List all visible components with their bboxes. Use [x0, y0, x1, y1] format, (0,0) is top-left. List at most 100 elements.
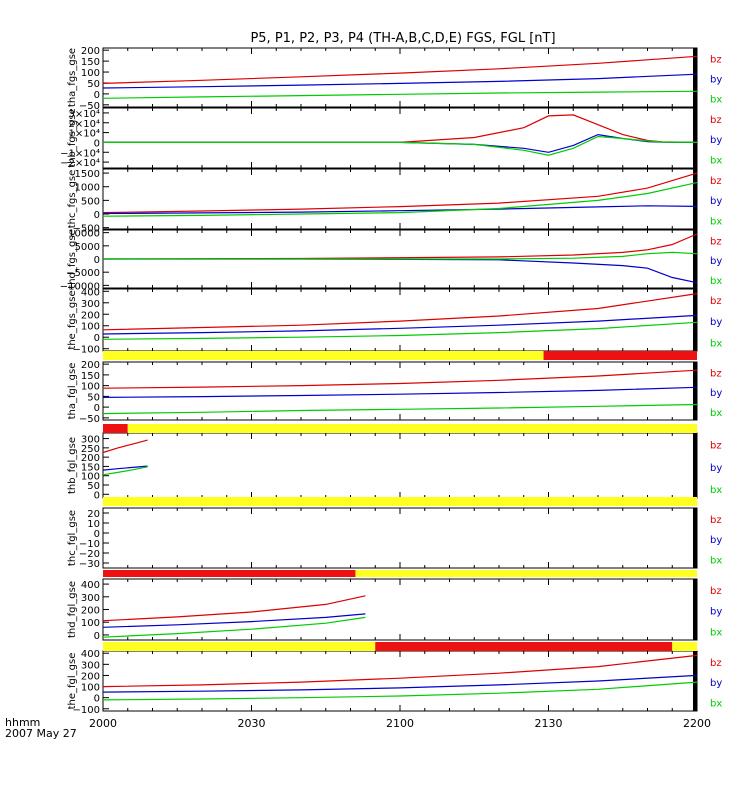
legend-bx: bx: [710, 338, 722, 349]
legend-bx: bx: [710, 408, 722, 419]
y-tick-label: 2×10⁴: [69, 119, 100, 130]
y-tick-label: 500: [81, 196, 100, 207]
status-bar-segment: [103, 570, 356, 577]
legend-by: by: [710, 607, 722, 618]
y-tick-label: 400: [81, 649, 100, 660]
y-tick-label: −30: [79, 559, 100, 570]
series-line-by: [102, 465, 148, 471]
status-bar: [103, 497, 697, 506]
y-tick-label: −1×10⁴: [60, 148, 100, 159]
panel-frame: [102, 507, 698, 569]
x-tick-label: 2030: [238, 717, 266, 730]
legend-bz: bz: [710, 441, 722, 452]
panel-edge-marks: [693, 169, 697, 229]
y-tick-label: 100: [81, 382, 100, 393]
y-tick-label: 250: [81, 444, 100, 455]
status-bar-segment: [103, 497, 697, 506]
legend-bz: bz: [710, 658, 722, 669]
y-tick-label: 300: [81, 593, 100, 604]
series-line-bz: [102, 595, 366, 622]
series-line-by: [102, 674, 698, 693]
y-tick-label: −10: [79, 539, 100, 550]
y-tick-label: 200: [81, 671, 100, 682]
series-line-bz: [102, 172, 698, 214]
series-line-bx: [102, 681, 698, 701]
status-bar-segment: [375, 642, 673, 651]
y-tick-label: 0: [94, 90, 100, 101]
legend-bz: bz: [710, 515, 722, 526]
panel-frame: [102, 107, 698, 169]
panel-edge-marks: [693, 508, 697, 568]
panel-edge-marks: [693, 362, 697, 420]
series-line-bz: [102, 654, 698, 688]
panel-edge-marks: [693, 651, 697, 711]
series-line-by: [102, 386, 698, 398]
series-line-bz: [102, 293, 698, 331]
panel-edge-marks: [693, 230, 697, 288]
legend-bz: bz: [710, 236, 722, 247]
legend-bx: bx: [710, 485, 722, 496]
status-bars: [103, 351, 697, 651]
x-tick-label: 2100: [386, 717, 414, 730]
status-bar: [103, 570, 697, 577]
legend-bx: bx: [710, 627, 722, 638]
y-tick-label: −2×10⁴: [60, 158, 100, 169]
status-bar: [103, 351, 697, 360]
panel-ylabel: thd_fgl_gse: [67, 581, 78, 638]
legend-bz: bz: [710, 586, 722, 597]
y-tick-label: 10: [87, 519, 100, 530]
legend-bz: bz: [710, 296, 722, 307]
y-tick-label: 100: [81, 618, 100, 629]
y-tick-label: 50: [87, 392, 100, 403]
series-line-by: [102, 205, 698, 215]
y-tick-label: −500: [73, 224, 100, 235]
y-tick-label: 150: [81, 462, 100, 473]
panel-edge-marks: [693, 579, 697, 640]
y-tick-label: 20: [87, 509, 100, 520]
series-line-bz: [102, 369, 698, 389]
legend-bz: bz: [710, 115, 722, 126]
x-tick-label: 2000: [89, 717, 117, 730]
series-line-bx: [103, 251, 698, 260]
panel-ylabel: thc_fgl_gse: [67, 510, 78, 566]
x-tick-label: 2200: [683, 717, 711, 730]
y-tick-label: 300: [81, 435, 100, 446]
y-tick-label: 0: [94, 631, 100, 642]
panel-edge-marks: [693, 433, 697, 498]
status-bar-segment: [103, 424, 128, 433]
y-tick-label: 200: [81, 453, 100, 464]
y-tick-label: −20: [79, 549, 100, 560]
y-tick-label: 150: [81, 57, 100, 68]
y-tick-label: 300: [81, 299, 100, 310]
status-bar-segment: [355, 570, 697, 577]
status-bar-segment: [672, 642, 697, 651]
y-tick-label: 10000: [68, 229, 100, 240]
y-tick-label: 200: [81, 360, 100, 371]
legend-by: by: [710, 317, 722, 328]
legend-bx: bx: [710, 217, 722, 228]
legend-by: by: [710, 463, 722, 474]
series-line-by: [102, 314, 698, 335]
y-tick-label: −50: [79, 101, 100, 112]
plot-title: P5, P1, P2, P3, P4 (TH-A,B,C,D,E) FGS, F…: [250, 31, 555, 46]
legend-bz: bz: [710, 368, 722, 379]
legend-bz: bz: [710, 176, 722, 187]
y-tick-label: 100: [81, 322, 100, 333]
series-line-bz: [102, 55, 698, 84]
panel-edge-marks: [693, 108, 697, 168]
y-tick-label: 200: [81, 310, 100, 321]
series-line-bx: [102, 321, 698, 340]
panel-ylabel: thc_fgs_gse: [67, 170, 78, 229]
y-tick-label: 5000: [75, 242, 100, 253]
status-bar-segment: [103, 351, 544, 360]
y-tick-label: 0: [94, 333, 100, 344]
y-tick-label: −50: [79, 414, 100, 425]
